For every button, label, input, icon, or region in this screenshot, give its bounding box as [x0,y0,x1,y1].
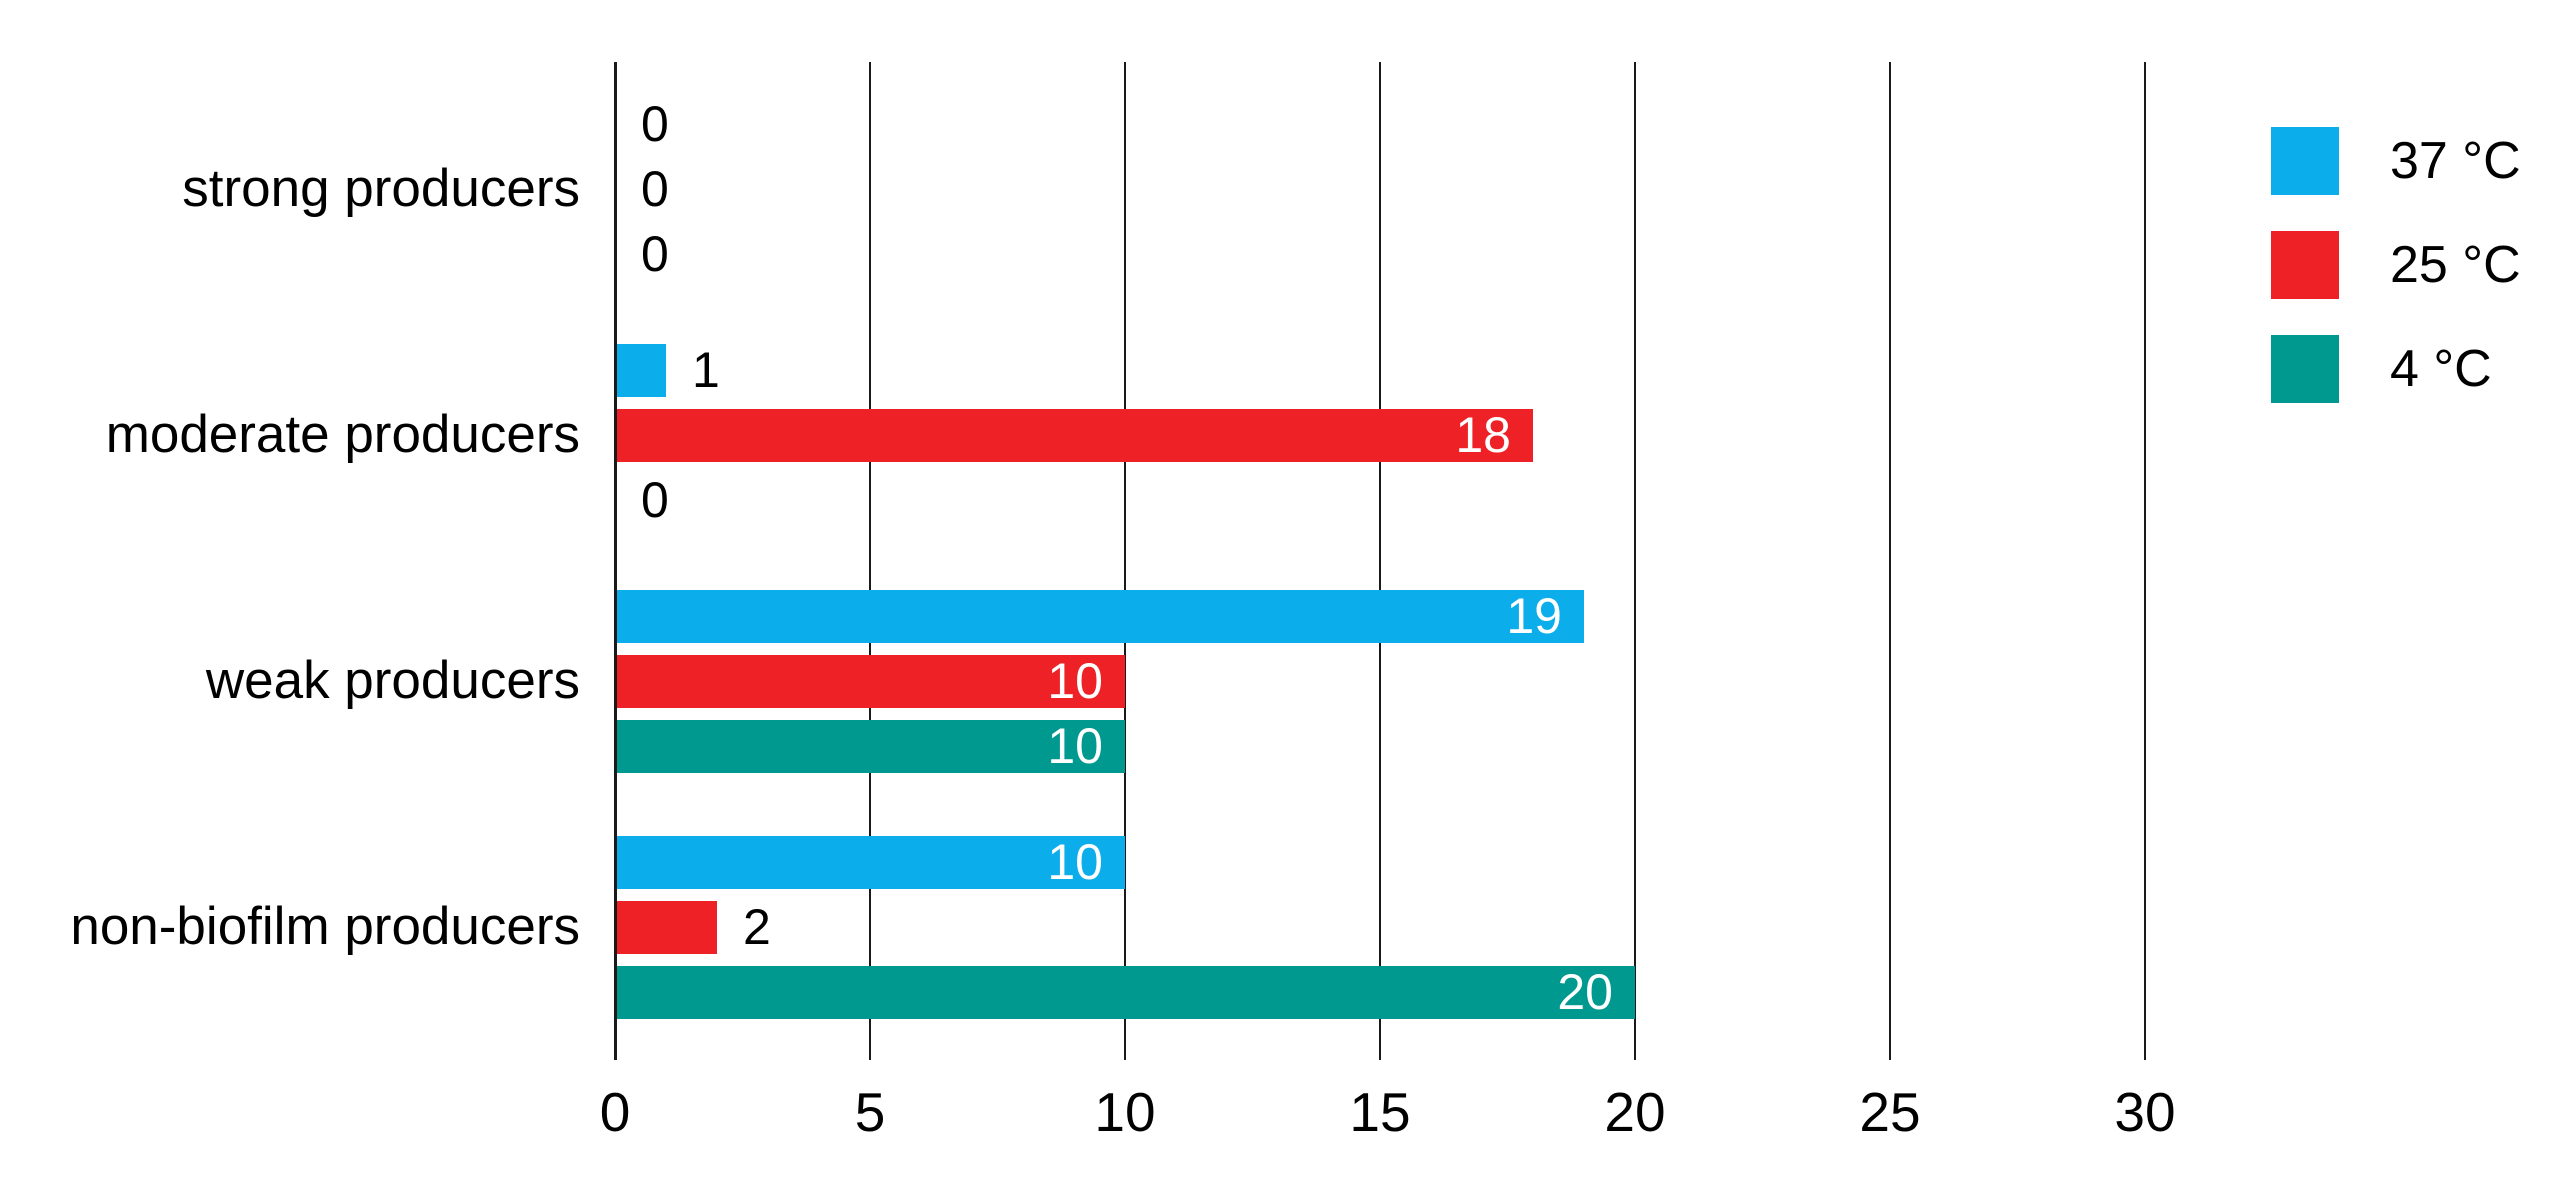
legend-label-37c: 37 °C [2390,132,2521,190]
gridline-x-25 [1889,62,1891,1060]
bar-value-label-strong-producers-4-c: 0 [641,225,669,282]
x-tick-label-20: 20 [1604,1081,1666,1143]
gridline-x-10 [1124,62,1126,1060]
x-tick-label-5: 5 [854,1081,886,1143]
bar-value-label-strong-producers-37-c: 0 [641,95,669,152]
bar-value-label-moderate-producers-4-c: 0 [641,471,669,528]
legend-item-37c: 37 °C [2271,127,2521,195]
category-label-moderate-producers: moderate producers [105,405,580,464]
bar-value-label-weak-producers-37-c: 19 [1506,587,1562,644]
bar-moderate-producers-37-c [615,343,666,397]
bar-value-label-non-biofilm-producers-37-c: 10 [1047,833,1103,890]
legend-item-25c: 25 °C [2271,231,2521,299]
legend: 37 °C 25 °C 4 °C [2271,127,2521,439]
x-tick-label-0: 0 [599,1081,631,1143]
gridline-x-20 [1634,62,1636,1060]
bar-value-label-weak-producers-4-c: 10 [1047,717,1103,774]
bar-weak-producers-37-c [615,589,1584,643]
legend-swatch-4c-icon [2271,335,2339,403]
bar-non-biofilm-producers-37-c [615,835,1125,889]
legend-label-25c: 25 °C [2390,236,2521,294]
legend-label-4c: 4 °C [2390,340,2492,398]
bar-non-biofilm-producers-4-c [615,965,1635,1019]
legend-swatch-25c-icon [2271,231,2339,299]
gridline-x-5 [869,62,871,1060]
bar-value-label-moderate-producers-25-c: 18 [1455,406,1511,463]
gridline-x-15 [1379,62,1381,1060]
bar-non-biofilm-producers-25-c [615,900,717,954]
category-label-weak-producers: weak producers [205,651,580,710]
bar-value-label-strong-producers-25-c: 0 [641,160,669,217]
legend-swatch-37c-icon [2271,127,2339,195]
legend-item-4c: 4 °C [2271,335,2521,403]
axis-line-x0 [613,62,617,1060]
x-tick-label-30: 30 [2114,1081,2176,1143]
x-tick-label-15: 15 [1349,1081,1411,1143]
bar-value-label-non-biofilm-producers-4-c: 20 [1557,963,1613,1020]
bar-value-label-non-biofilm-producers-25-c: 2 [743,898,771,955]
x-tick-label-10: 10 [1094,1081,1156,1143]
gridline-x-30 [2144,62,2146,1060]
bar-value-label-moderate-producers-37-c: 1 [692,341,720,398]
bar-moderate-producers-25-c [615,408,1533,462]
bar-value-label-weak-producers-25-c: 10 [1047,652,1103,709]
category-label-non-biofilm-producers: non-biofilm producers [70,897,580,956]
x-tick-label-25: 25 [1859,1081,1921,1143]
bar-weak-producers-25-c [615,654,1125,708]
category-label-strong-producers: strong producers [182,159,580,218]
bar-weak-producers-4-c [615,719,1125,773]
